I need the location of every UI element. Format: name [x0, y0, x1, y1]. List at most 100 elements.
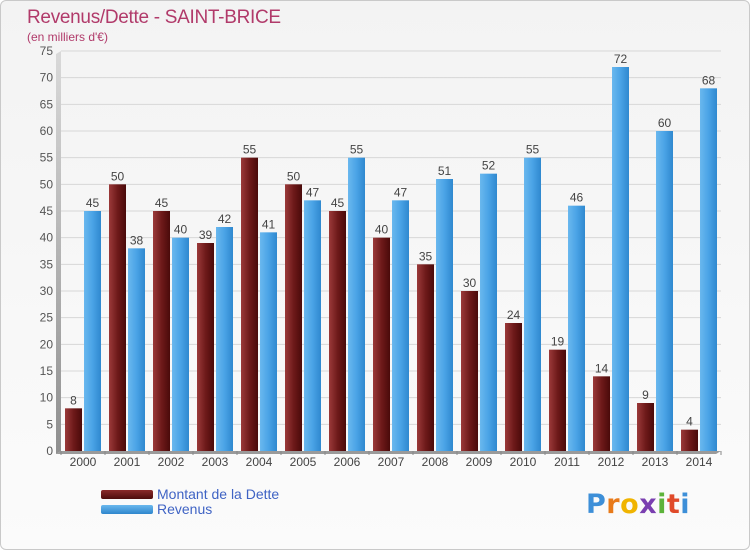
debt-bar-value-label: 39: [199, 228, 213, 242]
y-tick-label: 50: [40, 177, 54, 191]
y-tick-label: 35: [40, 257, 54, 271]
revenue-bar-value-label: 42: [218, 212, 232, 226]
y-tick-label: 55: [40, 151, 54, 165]
revenue-bar: [436, 179, 453, 451]
x-tick-label: 2014: [686, 455, 713, 469]
revenue-bar-value-label: 41: [262, 217, 276, 231]
debt-bar: [549, 349, 566, 451]
debt-bar: [417, 264, 434, 451]
revenue-bar: [524, 157, 541, 451]
revenue-bar: [216, 227, 233, 451]
debt-bar-value-label: 35: [419, 249, 433, 263]
debt-bar: [505, 323, 522, 451]
debt-bar-value-label: 19: [551, 335, 565, 349]
legend-swatch-dette: [101, 490, 153, 499]
revenue-bar-value-label: 46: [570, 191, 584, 205]
chart-title: Revenus/Dette - SAINT-BRICE: [27, 7, 281, 28]
debt-bar-value-label: 45: [331, 196, 345, 210]
debt-bar: [329, 211, 346, 451]
debt-bar-value-label: 24: [507, 308, 521, 322]
chart-subtitle: (en milliers d'€): [27, 30, 108, 44]
debt-bar-value-label: 45: [155, 196, 169, 210]
debt-bar-value-label: 40: [375, 223, 389, 237]
revenue-bar-value-label: 55: [350, 143, 364, 157]
revenue-bar: [260, 232, 277, 451]
x-tick-label: 2005: [290, 455, 317, 469]
y-tick-label: 75: [40, 44, 54, 58]
x-axis-floor: [56, 451, 721, 454]
x-tick-label: 2012: [598, 455, 625, 469]
legend-swatch-revenus: [101, 505, 153, 514]
debt-bar-value-label: 8: [70, 393, 77, 407]
debt-bar-value-label: 30: [463, 276, 477, 290]
x-tick-label: 2010: [510, 455, 537, 469]
y-tick-label: 30: [40, 284, 54, 298]
logo-letter: o: [620, 489, 640, 520]
revenue-bar: [392, 200, 409, 451]
revenue-bar-value-label: 72: [614, 52, 628, 66]
revenue-bar: [128, 248, 145, 451]
x-tick-label: 2000: [70, 455, 97, 469]
debt-bar-value-label: 50: [111, 169, 125, 183]
debt-bar: [637, 403, 654, 451]
revenue-bar-value-label: 68: [702, 73, 716, 87]
x-tick-label: 2011: [554, 455, 580, 469]
y-tick-label: 45: [40, 204, 54, 218]
revenue-bar: [568, 205, 585, 451]
x-tick-label: 2003: [202, 455, 229, 469]
y-tick-label: 70: [40, 71, 54, 85]
x-tick-label: 2006: [334, 455, 361, 469]
revenue-bar-value-label: 52: [482, 159, 496, 173]
debt-bar: [241, 157, 258, 451]
debt-bar: [373, 237, 390, 451]
debt-bar-value-label: 9: [642, 388, 649, 402]
revenue-bar-value-label: 40: [174, 223, 188, 237]
y-tick-label: 5: [46, 417, 53, 431]
debt-bar: [681, 429, 698, 451]
revenue-bar: [84, 211, 101, 451]
debt-bar: [197, 243, 214, 451]
x-tick-label: 2001: [114, 455, 141, 469]
debt-bar: [65, 408, 82, 451]
logo-letter: t: [666, 489, 681, 520]
y-tick-label: 15: [40, 364, 54, 378]
y-tick-label: 20: [40, 337, 54, 351]
x-tick-label: 2002: [158, 455, 185, 469]
debt-bar: [593, 376, 610, 451]
x-tick-label: 2004: [246, 455, 273, 469]
revenue-bar-value-label: 55: [526, 143, 540, 157]
revenue-bar-value-label: 51: [438, 164, 452, 178]
x-tick-label: 2013: [642, 455, 669, 469]
revenue-bar-value-label: 47: [306, 185, 320, 199]
debt-bar: [109, 184, 126, 452]
x-tick-label: 2007: [378, 455, 405, 469]
proxiti-logo: Proxiti: [586, 489, 690, 520]
logo-letter: i: [680, 489, 691, 520]
revenue-bar-value-label: 45: [86, 196, 100, 210]
revenue-bar-value-label: 60: [658, 116, 672, 130]
y-tick-label: 25: [40, 311, 54, 325]
revenue-bar: [480, 173, 497, 451]
revenue-bar: [700, 88, 717, 451]
legend-label-revenus: Revenus: [157, 501, 213, 517]
debt-bar: [285, 184, 302, 452]
x-tick-label: 2009: [466, 455, 493, 469]
debt-bar-value-label: 14: [595, 361, 609, 375]
revenue-bar: [656, 131, 673, 451]
debt-bar-value-label: 50: [287, 169, 301, 183]
logo-letter: x: [639, 489, 658, 520]
x-tick-label: 2008: [422, 455, 449, 469]
revenue-bar: [172, 237, 189, 451]
y-tick-label: 60: [40, 124, 54, 138]
y-tick-label: 10: [40, 391, 54, 405]
debt-bar-value-label: 4: [686, 415, 693, 429]
logo-letter: r: [606, 489, 621, 520]
y-tick-label: 40: [40, 231, 54, 245]
revenue-bar-value-label: 47: [394, 185, 408, 199]
debt-bar: [461, 291, 478, 451]
debt-bar-value-label: 55: [243, 143, 257, 157]
y-tick-label: 65: [40, 97, 54, 111]
y-axis-wall: [56, 51, 61, 454]
